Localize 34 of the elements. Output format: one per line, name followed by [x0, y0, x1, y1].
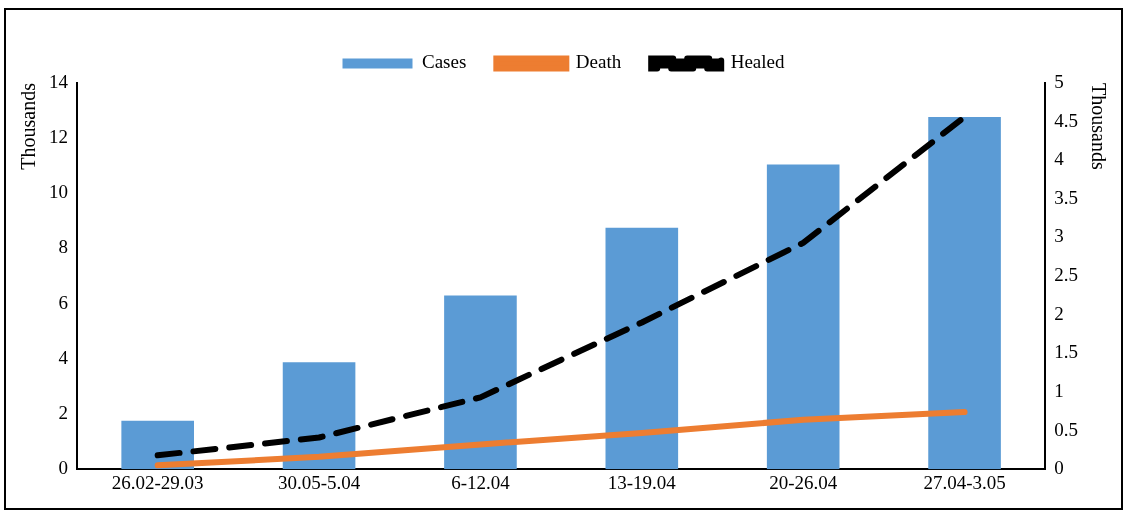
y2-tick-label: 3.5 [1054, 186, 1078, 208]
x-tick-label: 6-12.04 [451, 471, 511, 493]
y-axis-title: Thousands [17, 82, 40, 170]
legend-label: Cases [422, 51, 467, 73]
y-tick-label: 4 [58, 346, 69, 368]
y-tick-label: 6 [58, 291, 68, 313]
x-tick-label: 27.04-3.05 [923, 471, 1006, 493]
legend-label: Death [575, 51, 622, 73]
y-tick-label: 14 [49, 70, 69, 92]
y2-tick-label: 5 [1054, 70, 1064, 92]
y2-tick-label: 3 [1054, 225, 1064, 247]
y2-tick-label: 1.5 [1054, 341, 1078, 363]
bar [605, 227, 679, 470]
x-tick-label: 26.02-29.03 [111, 471, 204, 493]
y2-tick-label: 1 [1054, 379, 1064, 401]
y-tick-label: 2 [58, 402, 68, 424]
x-tick-label: 13-19.04 [607, 471, 677, 493]
y2-tick-label: 2.5 [1054, 264, 1078, 286]
y2-axis-title: Thousands [1087, 83, 1110, 170]
bar [766, 164, 840, 470]
y-tick-label: 0 [58, 457, 68, 479]
y-tick-label: 12 [49, 126, 68, 148]
y-tick-label: 10 [49, 181, 68, 203]
y2-tick-label: 2 [1054, 302, 1064, 324]
x-tick-label: 20-26.04 [769, 471, 838, 493]
bar [444, 295, 517, 470]
y2-tick-label: 4 [1054, 148, 1065, 170]
y2-tick-label: 0 [1054, 457, 1064, 479]
y2-tick-label: 4.5 [1054, 109, 1078, 131]
y2-tick-label: 0.5 [1054, 418, 1078, 440]
x-tick-label: 30.05-5.04 [277, 471, 361, 493]
legend-label: Healed [730, 51, 785, 73]
y-tick-label: 8 [58, 236, 68, 258]
bar [928, 116, 1001, 470]
